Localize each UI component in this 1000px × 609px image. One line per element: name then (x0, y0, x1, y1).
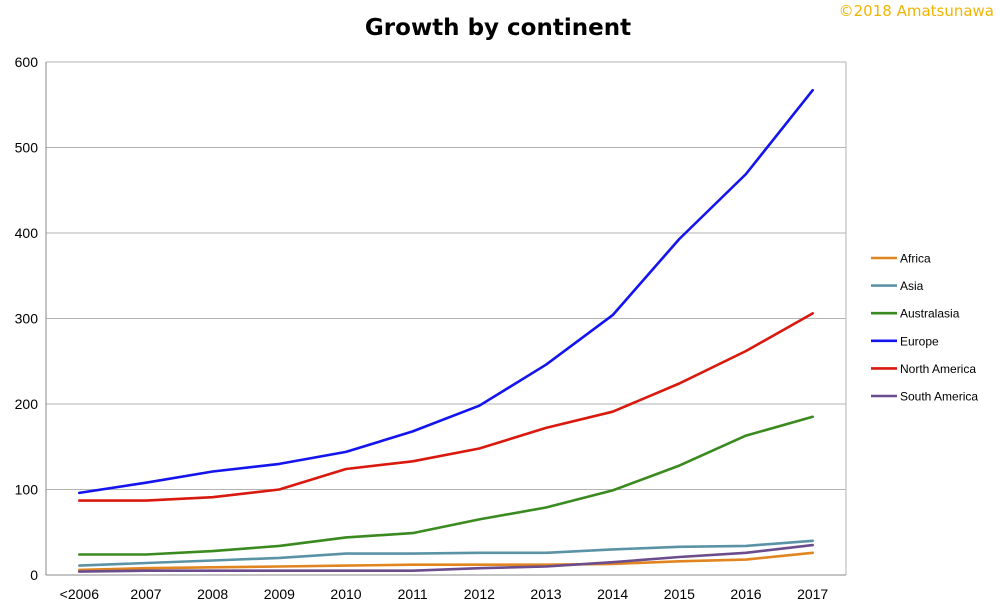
copyright-notice: ©2018 Amatsunawa (839, 2, 994, 20)
x-tick-label: 2011 (398, 586, 428, 602)
series-line-europe (78, 88, 815, 495)
chart-title: Growth by continent (365, 15, 631, 41)
x-tick-label: 2012 (464, 586, 495, 602)
x-axis-ticks: <2006 2007 2008 2009 2010 2011 2012 2013 2014 201… (60, 586, 829, 602)
x-tick-label: 2014 (597, 586, 628, 602)
grid (45, 61, 847, 576)
x-tick-label: 2010 (330, 586, 361, 602)
series-line-asia (78, 539, 815, 567)
legend-label: Europe (900, 334, 939, 348)
x-tick-label: 2017 (797, 586, 828, 602)
series-line-africa (78, 551, 815, 572)
legend-label: Africa (900, 252, 931, 266)
x-tick-label: 2009 (264, 586, 295, 602)
x-tick-label: 2016 (730, 586, 761, 602)
series-line-australasia (78, 415, 815, 556)
y-tick-label: 600 (15, 54, 39, 70)
y-tick-label: 0 (30, 567, 38, 583)
y-tick-label: 500 (15, 140, 39, 156)
x-tick-label: 2008 (197, 586, 228, 602)
series-lines (78, 88, 815, 573)
legend-label: Asia (900, 279, 924, 293)
x-tick-label: <2006 (60, 586, 100, 602)
series-line-north-america (78, 312, 815, 502)
x-tick-label: 2013 (530, 586, 561, 602)
y-tick-label: 300 (15, 311, 39, 327)
legend-label: South America (900, 390, 978, 404)
x-tick-label: 2007 (130, 586, 161, 602)
legend-label: North America (900, 362, 976, 376)
y-tick-label: 200 (15, 396, 39, 412)
series-line-south-america (78, 543, 815, 573)
legend: Africa Asia Australasia Europe North America… (871, 252, 978, 404)
x-tick-label: 2015 (664, 586, 695, 602)
y-tick-label: 100 (15, 482, 39, 498)
y-axis-ticks: 0 100 200 300 400 500 600 (15, 54, 39, 583)
legend-label: Australasia (900, 307, 960, 321)
y-tick-label: 400 (15, 225, 39, 241)
